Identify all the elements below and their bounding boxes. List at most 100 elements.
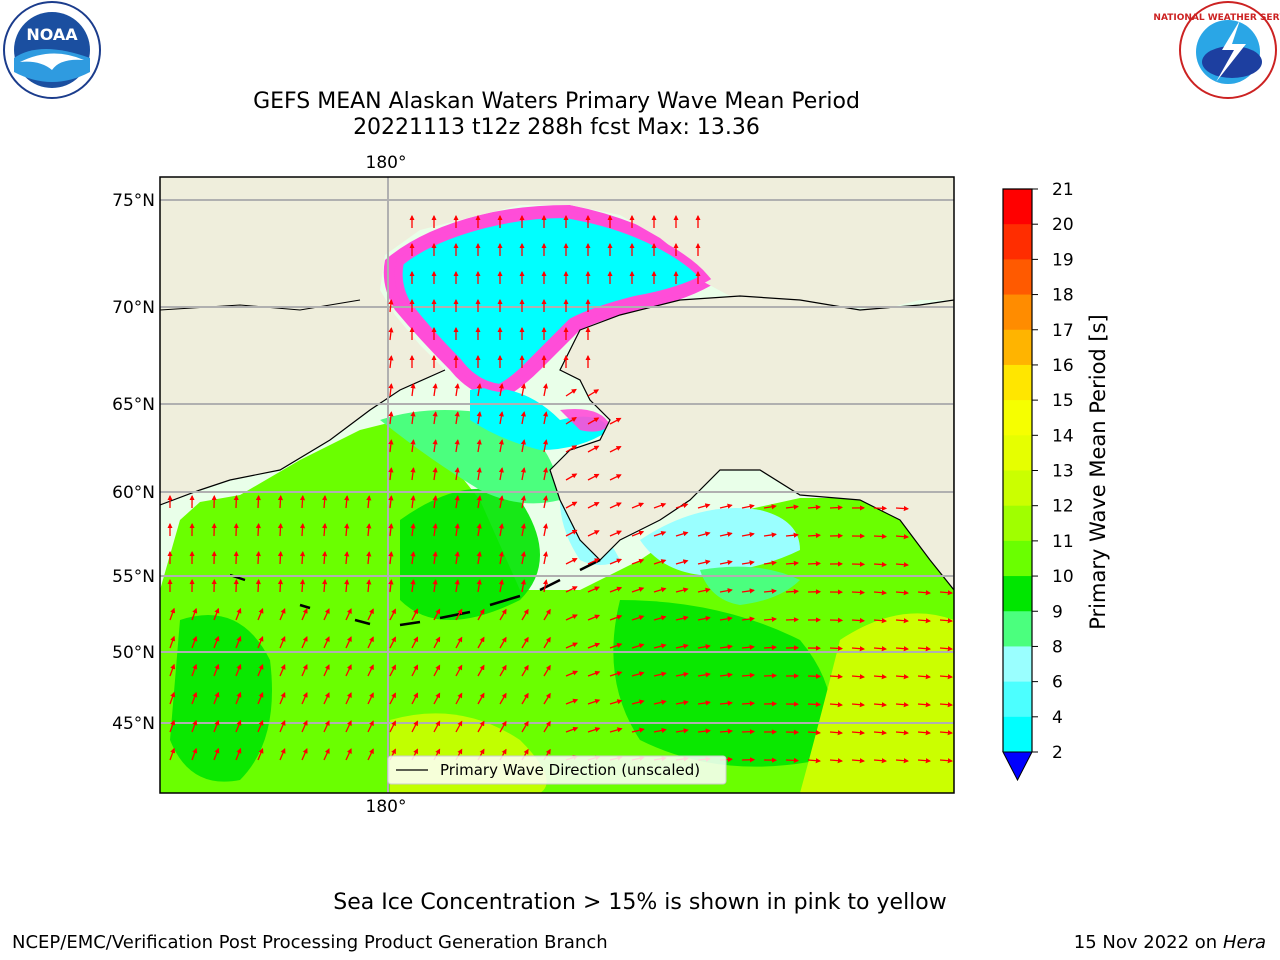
wave-arrow: [609, 671, 623, 677]
wave-arrow: [388, 551, 394, 565]
lat-label-55: 55°N: [112, 567, 155, 587]
wave-arrow: [653, 615, 667, 621]
wave-arrow: [323, 664, 330, 677]
wave-arrow: [719, 728, 734, 734]
wave-arrow: [851, 646, 866, 652]
map-frame: [159, 176, 955, 794]
noaa-logo: NOAA: [3, 1, 101, 99]
wave-arrow: [345, 748, 352, 761]
wave-arrow: [587, 558, 600, 565]
wave-arrow: [653, 727, 667, 733]
wave-arrow: [476, 551, 482, 565]
wave-arrow: [255, 522, 261, 537]
chart-subtitle: 20221113 t12z 288h fcst Max: 13.36: [353, 115, 760, 140]
wave-arrow: [829, 702, 844, 708]
colorbar-band: [1003, 294, 1032, 331]
wave-arrow: [873, 730, 888, 736]
wave-arrow: [388, 383, 394, 397]
wave-arrow: [895, 505, 910, 512]
wave-arrow: [609, 417, 622, 425]
wave-arrow: [191, 635, 198, 649]
wave-arrow: [520, 383, 526, 397]
wave-arrow: [587, 417, 600, 425]
wave-arrow: [169, 663, 176, 677]
wave-arrow: [455, 608, 463, 621]
wave-arrow: [257, 691, 264, 705]
wave-arrow: [895, 590, 910, 596]
colorbar-band: [1003, 716, 1032, 753]
wave-arrow: [587, 389, 600, 397]
wave-arrow: [565, 642, 578, 649]
wave-arrow: [521, 608, 529, 621]
wave-arrow: [763, 673, 778, 679]
wave-arrow: [542, 551, 549, 565]
wave-arrow: [366, 523, 372, 537]
wave-arrow: [388, 327, 394, 341]
colorbar-band: [1003, 681, 1032, 718]
wave-arrow: [873, 590, 888, 596]
wave-arrow: [235, 663, 242, 677]
wave-arrow: [543, 664, 551, 677]
wave-arrow: [255, 578, 261, 593]
wave-arrow: [498, 383, 504, 397]
wave-arrow: [477, 692, 485, 705]
wave-arrow: [829, 645, 844, 651]
wave-arrow: [213, 691, 220, 705]
wave-arrow: [344, 551, 350, 565]
wave-arrow: [741, 729, 756, 735]
wave-arrow: [521, 664, 529, 677]
wave-arrow: [454, 579, 460, 593]
colorbar-band: [1003, 435, 1032, 471]
wave-arrow: [873, 561, 888, 568]
wave-arrow: [520, 523, 526, 537]
wave-arrow: [763, 588, 777, 594]
wave-arrow: [939, 646, 954, 652]
wave-arrow: [829, 505, 844, 511]
wave-arrow: [741, 588, 755, 594]
wave-arrow: [477, 720, 485, 733]
wave-arrow: [653, 502, 667, 509]
colorbar-tick-label: 15: [1052, 391, 1074, 411]
wave-arrow: [476, 439, 482, 453]
wave-arrow: [653, 671, 667, 677]
wave-arrow: [587, 530, 600, 537]
colorbar-band: [1003, 505, 1032, 542]
wave-arrow: [279, 636, 286, 649]
wave-arrow: [521, 636, 529, 649]
noaa-logo-text: NOAA: [26, 25, 78, 44]
wave-arrow: [895, 562, 910, 568]
wave-arrow: [279, 664, 286, 677]
wave-arrow: [851, 702, 866, 708]
wave-arrow: [389, 664, 396, 677]
wave-arrow: [587, 614, 601, 621]
wave-arrow: [191, 719, 198, 733]
wave-arrow: [587, 445, 600, 453]
wave-arrow: [631, 727, 645, 733]
wave-arrow: [454, 411, 460, 425]
wave-arrow: [499, 692, 507, 705]
wave-arrow: [719, 700, 733, 706]
colorbar-tick-label: 20: [1052, 215, 1074, 235]
wave-arrow: [322, 522, 328, 537]
wave-arrow: [235, 719, 242, 733]
wave-arrow: [851, 617, 866, 624]
wave-arrow: [213, 719, 220, 733]
lat-label-70: 70°N: [112, 298, 155, 318]
wave-arrow: [587, 698, 601, 705]
wave-arrow: [277, 494, 284, 509]
wave-arrow: [807, 729, 822, 736]
wave-arrow: [454, 467, 460, 481]
wave-arrow: [609, 446, 622, 453]
wave-arrow: [653, 699, 667, 705]
colorbar-tick-label: 17: [1052, 321, 1074, 341]
wave-arrow: [543, 636, 551, 649]
wave-arrow: [653, 530, 667, 537]
wave-arrow: [895, 702, 910, 708]
wave-arrow: [587, 502, 600, 509]
wave-arrow: [565, 388, 577, 397]
wave-arrow: [235, 691, 242, 705]
wave-arrow: [454, 551, 460, 565]
colorbar-extend: [1002, 751, 1033, 782]
wave-arrow: [498, 579, 504, 593]
wave-arrow: [631, 558, 645, 565]
